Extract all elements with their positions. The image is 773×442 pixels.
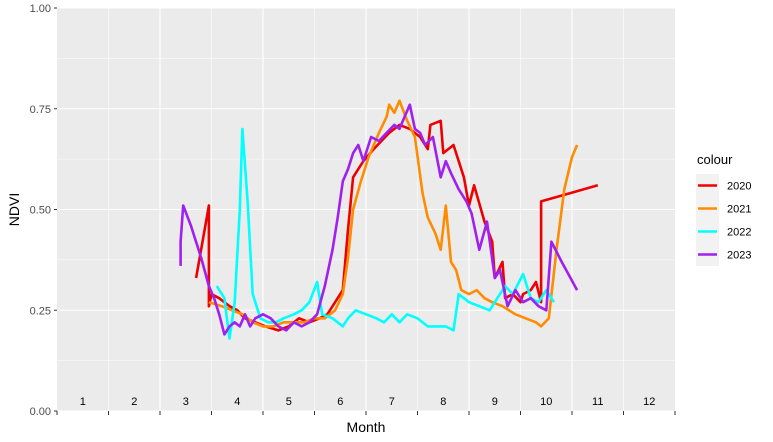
legend-label: 2022 <box>727 227 751 239</box>
legend-title: colour <box>697 152 733 167</box>
series-line-2023 <box>179 103 579 336</box>
month-label: 8 <box>440 396 446 408</box>
month-label: 9 <box>492 396 498 408</box>
y-axis-title: NDVI <box>6 193 22 226</box>
legend-label: 2020 <box>727 181 751 193</box>
series-line-2022 <box>215 127 556 340</box>
x-axis <box>56 411 676 415</box>
month-label: 5 <box>286 396 292 408</box>
y-tick-label: 1.00 <box>30 3 51 15</box>
x-axis-title: Month <box>347 419 386 435</box>
y-tick-label: 0.75 <box>30 104 51 116</box>
month-label: 6 <box>337 396 343 408</box>
legend: colour 2020 2021 2022 2023 <box>696 152 751 266</box>
legend-label: 2021 <box>727 204 751 216</box>
y-tick-label: 0.50 <box>30 205 51 217</box>
month-label: 10 <box>540 396 552 408</box>
month-labels: 1 2 3 4 5 6 7 8 9 10 11 12 <box>80 396 656 408</box>
legend-label: 2023 <box>727 250 751 262</box>
month-label: 12 <box>643 396 655 408</box>
month-label: 2 <box>131 396 137 408</box>
y-tick-label: 0.25 <box>30 305 51 317</box>
y-tick-label: 0.00 <box>30 406 51 418</box>
y-axis: 0.00 0.25 0.50 0.75 1.00 <box>30 3 57 418</box>
month-label: 7 <box>389 396 395 408</box>
month-label: 4 <box>234 396 240 408</box>
month-label: 1 <box>80 396 86 408</box>
month-label: 3 <box>183 396 189 408</box>
month-label: 11 <box>592 396 603 408</box>
series-line-2021 <box>208 99 579 328</box>
series-layer <box>179 99 599 340</box>
